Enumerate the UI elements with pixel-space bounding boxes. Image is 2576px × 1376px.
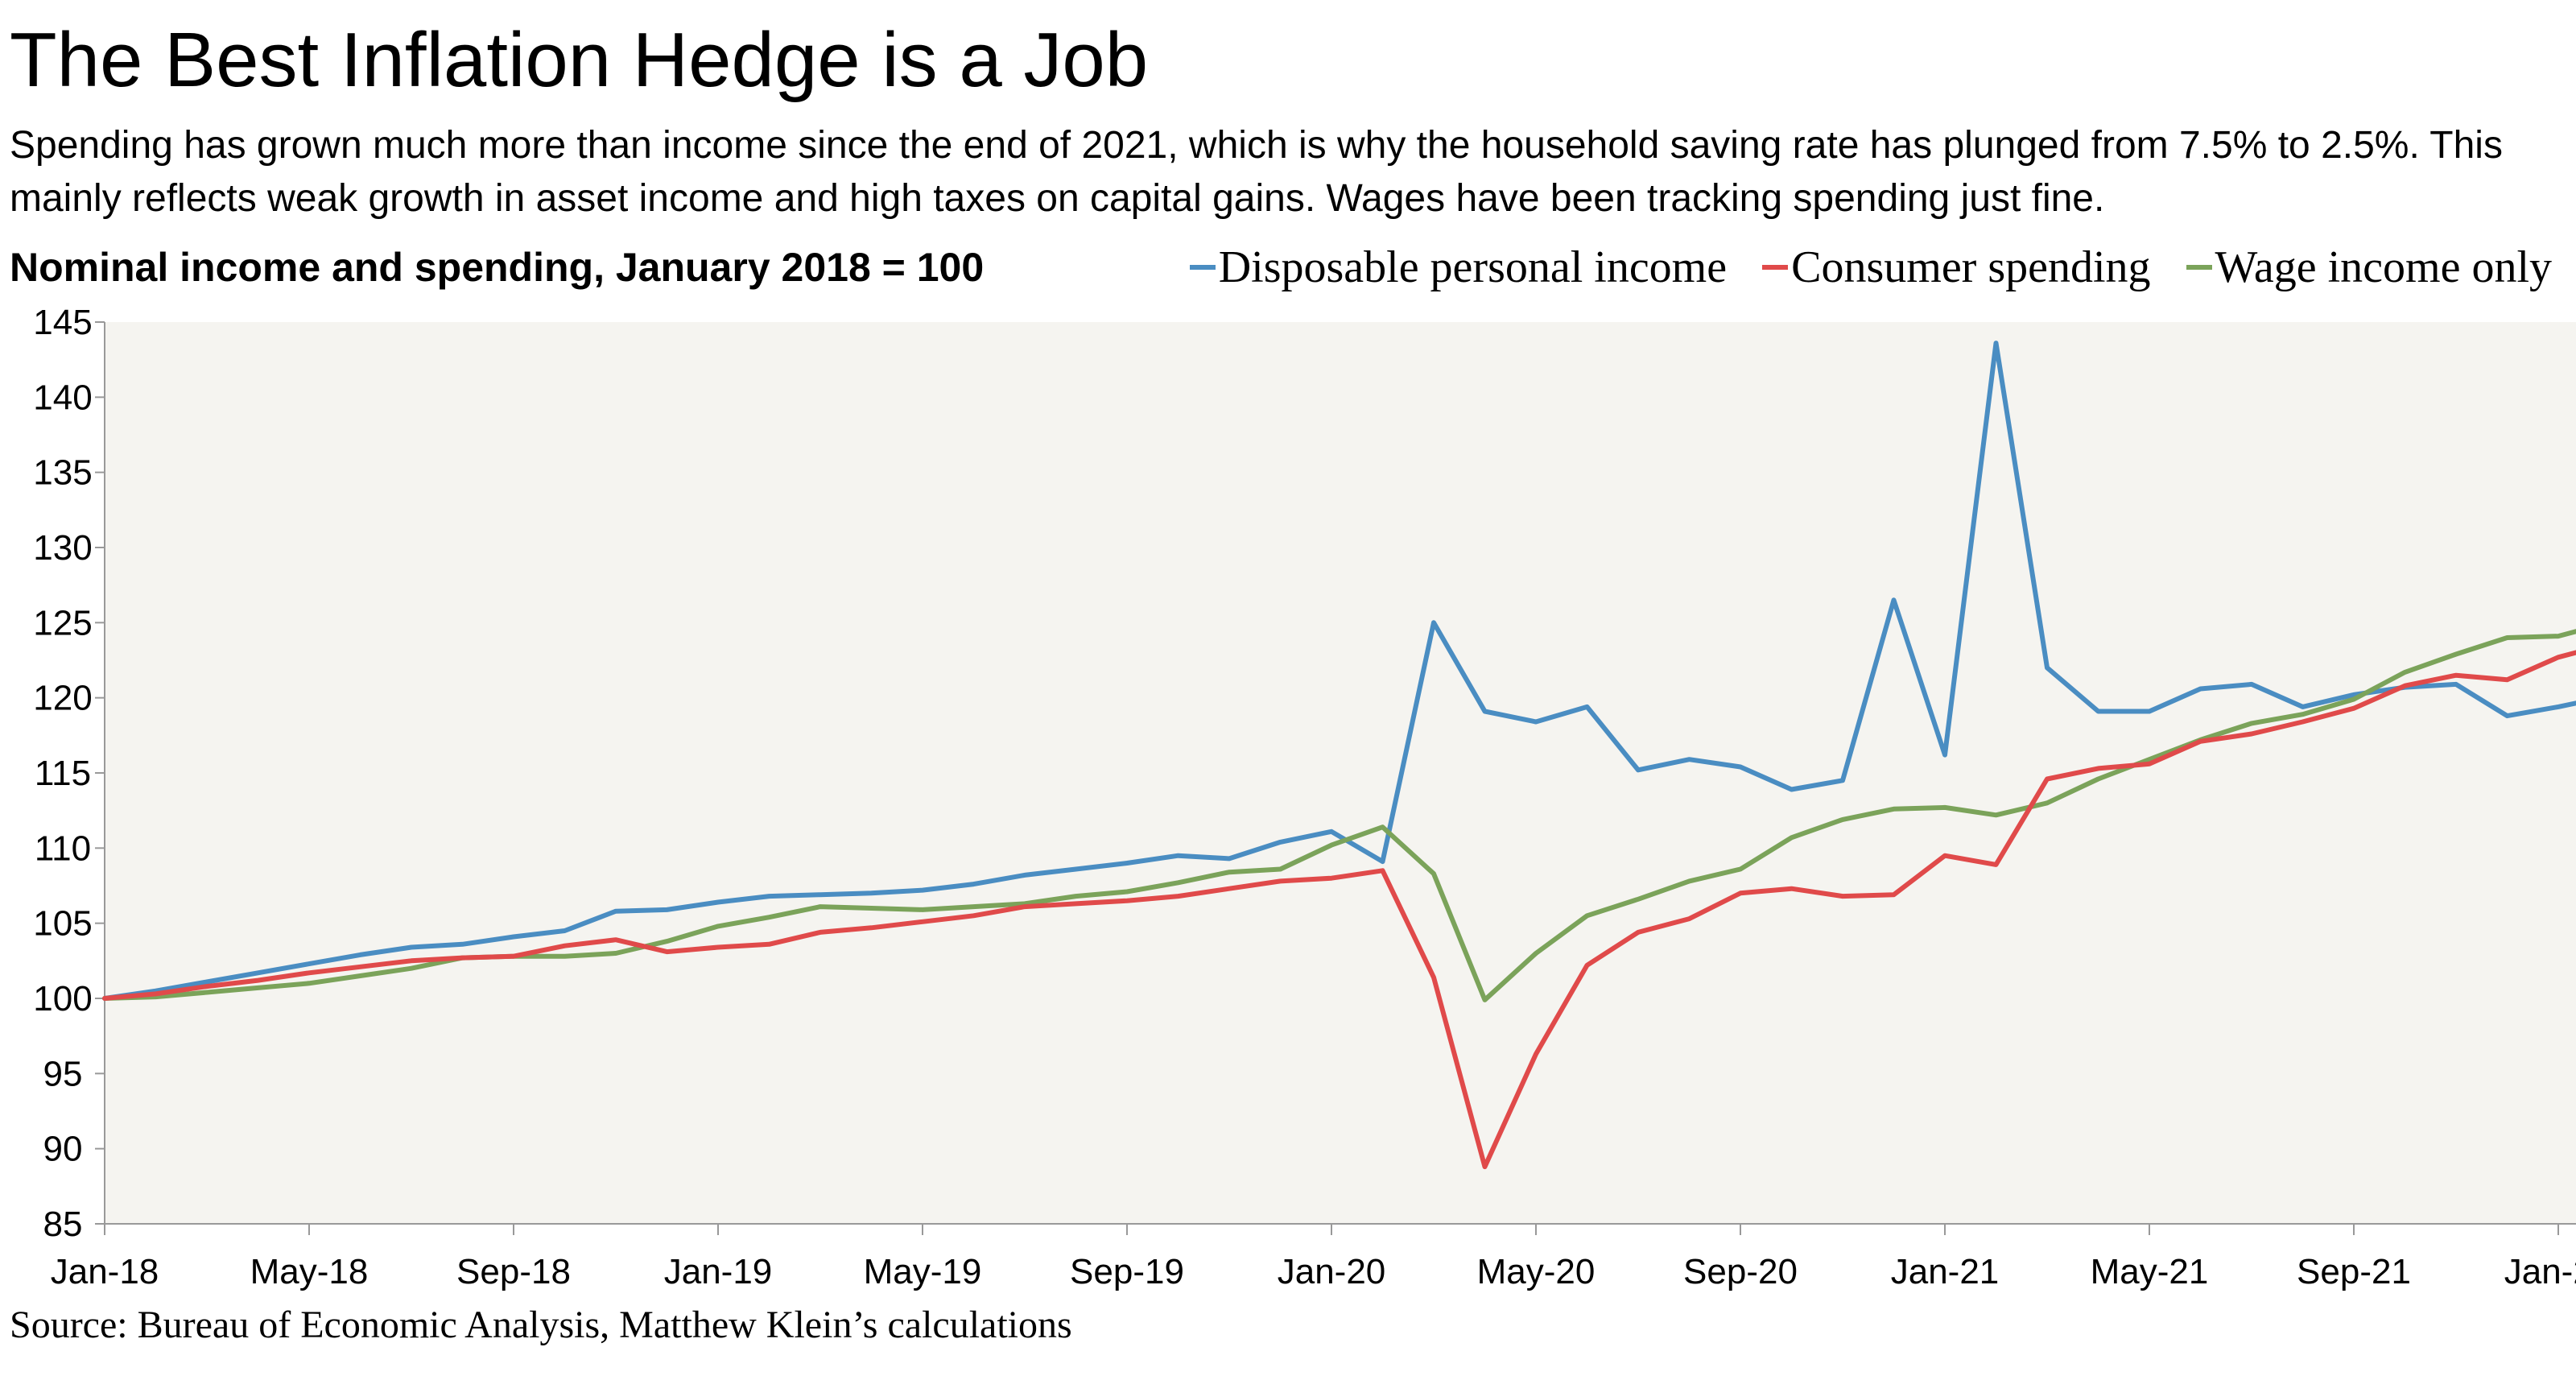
x-tick-label: May-19 [864,1252,982,1291]
y-tick-label: 120 [33,679,92,718]
legend-item-disposable-income: Disposable personal income [1189,242,1728,293]
x-tick-label: May-21 [2091,1252,2209,1291]
legend-swatch-consumer-spending [1762,265,1789,270]
legend: Disposable personal income Consumer spen… [1189,242,2552,293]
line-chart: 85 90 95 100 105 110 115 120 125 130 135 140 145 Jan-… [33,306,2576,1291]
series-line-wage-income-only [102,629,2576,1002]
x-tick-label: Jan-19 [664,1252,773,1291]
x-tick-label: Jan-20 [1278,1252,1386,1291]
y-tick-label: 110 [35,828,91,868]
y-tick-label: 115 [35,754,91,793]
y-tick-label: 105 [33,904,92,944]
x-tick-label: Sep-19 [1070,1252,1184,1291]
legend-label-consumer-spending: Consumer spending [1791,242,2151,292]
chart-heading: Nominal income and spending, January 201… [10,245,985,290]
legend-label-disposable-income: Disposable personal income [1218,242,1728,292]
x-tick-label: Jan-22 [2504,1252,2576,1291]
x-tick-label: May-18 [250,1252,369,1291]
y-tick-label: 140 [33,378,92,417]
series-line-consumer-spending [102,650,2576,1170]
y-tick-label: 130 [33,528,92,568]
y-tick-label: 100 [33,979,92,1019]
y-tick-label: 135 [33,453,92,493]
y-tick-label: 95 [43,1054,83,1093]
x-tick-label: Jan-21 [1891,1252,2000,1291]
chart-title-main: The Best Inflation Hedge is a Job [10,17,1149,103]
legend-item-consumer-spending: Consumer spending [1762,242,2151,293]
x-tick-label: Jan-18 [51,1252,159,1291]
x-tick-label: Sep-18 [456,1252,571,1291]
legend-swatch-wage-income [2186,265,2212,270]
y-tick-label: 145 [33,306,92,342]
y-tick-label: 90 [43,1130,83,1169]
x-tick-label: May-20 [1477,1252,1596,1291]
legend-label-wage-income: Wage income only [2215,242,2552,292]
chart-subtitle: Spending has grown much more than income… [10,124,2503,220]
legend-item-wage-income: Wage income only [2186,242,2552,293]
plot-area [105,322,2576,1224]
y-tick-label: 85 [43,1205,83,1244]
y-tick-label: 125 [33,603,92,643]
source-note: Source: Bureau of Economic Analysis, Mat… [10,1304,1072,1346]
legend-swatch-disposable-income [1189,265,1216,270]
x-tick-label: Sep-21 [2297,1252,2411,1291]
series-line-disposable-personal-income [102,341,2576,1001]
x-tick-label: Sep-20 [1683,1252,1798,1291]
